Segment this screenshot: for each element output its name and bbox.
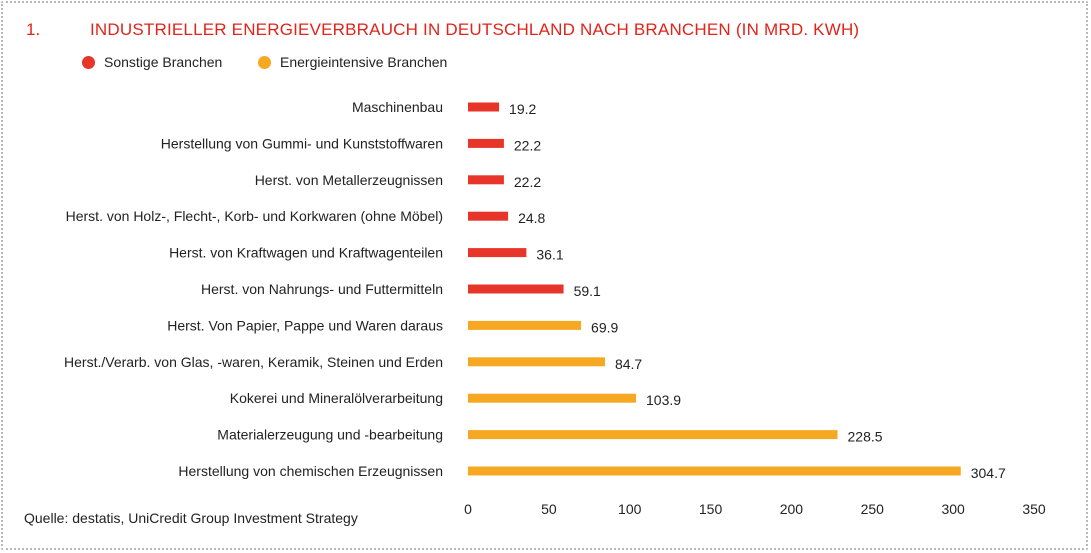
x-tick-label: 200 bbox=[780, 501, 804, 517]
bar bbox=[468, 102, 500, 112]
bar bbox=[468, 211, 509, 221]
bar bbox=[468, 138, 504, 148]
legend-marker-energieintensiv bbox=[258, 56, 271, 69]
value-label: 59.1 bbox=[574, 283, 601, 299]
bar bbox=[468, 175, 504, 185]
value-label: 84.7 bbox=[615, 356, 642, 372]
category-label: Herst. Von Papier, Pappe und Waren darau… bbox=[167, 317, 443, 333]
category-label: Herstellung von Gummi- und Kunststoffwar… bbox=[161, 135, 443, 151]
value-label: 19.2 bbox=[509, 101, 536, 117]
x-tick-label: 250 bbox=[861, 501, 885, 517]
bar bbox=[468, 466, 961, 476]
x-tick-label: 150 bbox=[699, 501, 723, 517]
value-label: 22.2 bbox=[514, 174, 541, 190]
bar bbox=[468, 393, 637, 403]
value-label: 69.9 bbox=[591, 319, 618, 335]
value-label: 36.1 bbox=[536, 247, 563, 263]
x-tick-label: 0 bbox=[464, 501, 472, 517]
value-label: 22.2 bbox=[514, 137, 541, 153]
x-tick-label: 300 bbox=[941, 501, 965, 517]
category-label: Herst. von Metallerzeugnissen bbox=[255, 172, 443, 188]
category-label: Herst. von Nahrungs- und Futtermitteln bbox=[201, 281, 443, 297]
bar bbox=[468, 430, 838, 440]
value-label: 103.9 bbox=[646, 392, 681, 408]
chart-title: INDUSTRIELLER ENERGIEVERBRAUCH IN DEUTSC… bbox=[90, 20, 860, 39]
category-label: Maschinenbau bbox=[352, 99, 443, 115]
category-label: Herst. von Kraftwagen und Kraftwagenteil… bbox=[169, 245, 443, 261]
legend-label-sonstige: Sonstige Branchen bbox=[104, 54, 223, 70]
bar bbox=[468, 284, 564, 294]
bar bbox=[468, 248, 527, 258]
category-label: Herst. von Holz-, Flecht-, Korb- und Kor… bbox=[66, 208, 443, 224]
value-label: 24.8 bbox=[518, 210, 545, 226]
x-tick-label: 350 bbox=[1022, 501, 1046, 517]
category-label: Herstellung von chemischen Erzeugnissen bbox=[178, 463, 443, 479]
source-note: Quelle: destatis, UniCredit Group Invest… bbox=[24, 510, 358, 526]
chart-number: 1. bbox=[26, 20, 41, 39]
category-label: Herst./Verarb. von Glas, -waren, Keramik… bbox=[64, 354, 443, 370]
x-tick-label: 50 bbox=[541, 501, 557, 517]
bar bbox=[468, 320, 582, 330]
category-label: Kokerei und Mineralölverarbeitung bbox=[230, 390, 443, 406]
value-label: 228.5 bbox=[848, 429, 883, 445]
value-label: 304.7 bbox=[971, 465, 1006, 481]
x-tick-label: 100 bbox=[618, 501, 642, 517]
legend-label-energieintensiv: Energieintensive Branchen bbox=[280, 54, 448, 70]
legend-marker-sonstige bbox=[82, 56, 95, 69]
category-label: Materialerzeugung und -bearbeitung bbox=[217, 427, 443, 443]
bar bbox=[468, 357, 605, 367]
